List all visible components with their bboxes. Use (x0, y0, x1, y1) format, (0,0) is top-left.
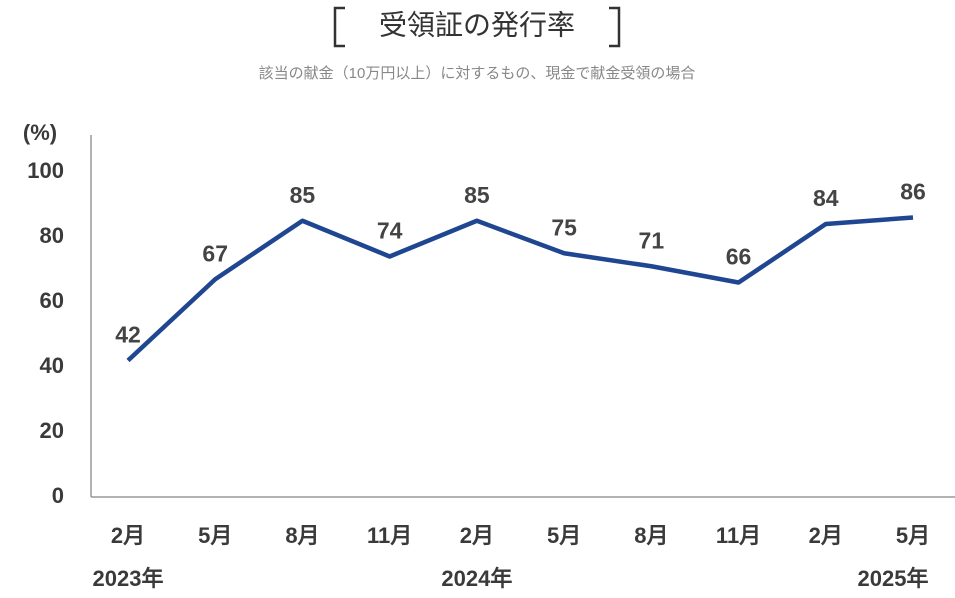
line-series (126, 215, 914, 363)
y-tick-label: 60 (40, 288, 64, 313)
data-label: 84 (813, 185, 839, 211)
chart-subtitle: 該当の献金（10万円以上）に対するもの、現金で献金受領の場合 (259, 65, 696, 82)
x-tick-label: 5月 (198, 523, 232, 548)
chart-title: 受領証の発行率 (379, 9, 575, 40)
y-tick-label: 20 (40, 418, 64, 443)
y-tick-label: 0 (52, 483, 64, 508)
x-tick-label: 5月 (896, 523, 930, 548)
y-tick-label: 40 (40, 353, 64, 378)
data-label: 67 (202, 240, 228, 266)
year-label: 2023年 (93, 566, 164, 591)
data-label: 85 (464, 182, 490, 208)
data-label: 66 (726, 244, 752, 270)
data-label: 42 (115, 322, 141, 348)
x-tick-label: 8月 (285, 523, 319, 548)
x-tick-label: 2月 (111, 523, 145, 548)
y-axis-label: (%) (23, 120, 57, 145)
data-label: 75 (551, 214, 577, 240)
x-tick-label: 5月 (547, 523, 581, 548)
x-tick-label: 11月 (367, 523, 412, 548)
data-label: 74 (377, 218, 403, 244)
data-label: 71 (639, 227, 665, 253)
year-label: 2024年 (441, 566, 512, 591)
x-tick-label: 11月 (716, 523, 761, 548)
title-brackets (333, 6, 621, 48)
y-tick-label: 100 (27, 158, 64, 183)
year-label: 2025年 (858, 566, 929, 591)
x-tick-label: 2月 (809, 523, 843, 548)
data-label: 85 (290, 182, 316, 208)
data-label: 86 (900, 179, 926, 205)
y-tick-label: 80 (40, 223, 64, 248)
x-tick-label: 8月 (634, 523, 668, 548)
x-tick-label: 2月 (460, 523, 494, 548)
